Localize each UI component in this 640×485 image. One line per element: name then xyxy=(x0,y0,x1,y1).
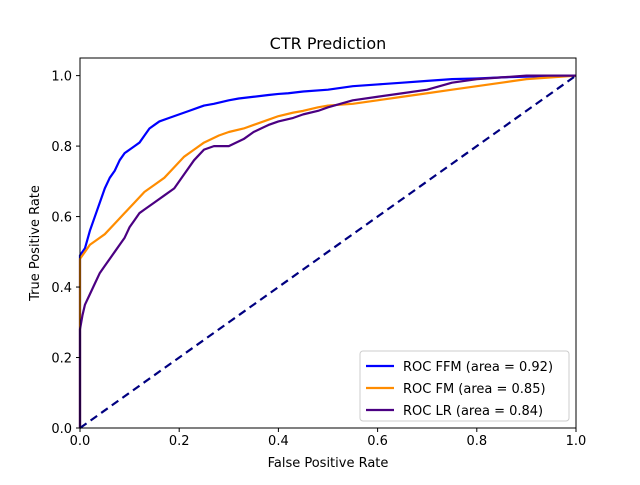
x-axis-ticks: 0.0 0.2 0.4 0.6 0.8 1.0 xyxy=(70,428,587,449)
legend-label: ROC FM (area = 0.85) xyxy=(403,382,546,397)
roc-series-line-0 xyxy=(78,74,577,428)
x-tick-label: 0.0 xyxy=(70,434,91,449)
series-layer xyxy=(78,74,577,429)
y-tick-label: 0.4 xyxy=(51,281,72,296)
legend-label: ROC LR (area = 0.84) xyxy=(403,404,543,419)
y-tick-label: 0.8 xyxy=(51,140,72,155)
y-tick-label: 0.0 xyxy=(51,422,72,437)
legend-box xyxy=(359,350,570,422)
y-axis-label: True Positive Rate xyxy=(28,185,43,302)
x-axis-label: False Positive Rate xyxy=(268,456,389,471)
roc-series-line-2 xyxy=(78,74,576,428)
x-tick-label: 0.4 xyxy=(268,434,289,449)
x-tick-label: 1.0 xyxy=(566,434,587,449)
legend-label: ROC FFM (area = 0.92) xyxy=(403,360,553,375)
chance-diagonal-line xyxy=(79,74,577,429)
y-tick-label: 0.6 xyxy=(51,211,72,226)
x-tick-label: 0.6 xyxy=(367,434,388,449)
x-tick-label: 0.8 xyxy=(466,434,487,449)
y-axis-ticks: 0.0 0.2 0.4 0.6 0.8 1.0 xyxy=(51,70,80,437)
chart-title: CTR Prediction xyxy=(270,34,387,53)
plot-frame xyxy=(79,57,577,429)
roc-series-line-1 xyxy=(78,74,577,428)
x-tick-label: 0.2 xyxy=(169,434,190,449)
y-tick-label: 0.2 xyxy=(51,352,72,367)
legend-items: ROC FFM (area = 0.92) ROC FM (area = 0.85… xyxy=(366,360,553,419)
legend: ROC FFM (area = 0.92) ROC FM (area = 0.85… xyxy=(359,350,570,422)
y-tick-label: 1.0 xyxy=(51,70,72,85)
